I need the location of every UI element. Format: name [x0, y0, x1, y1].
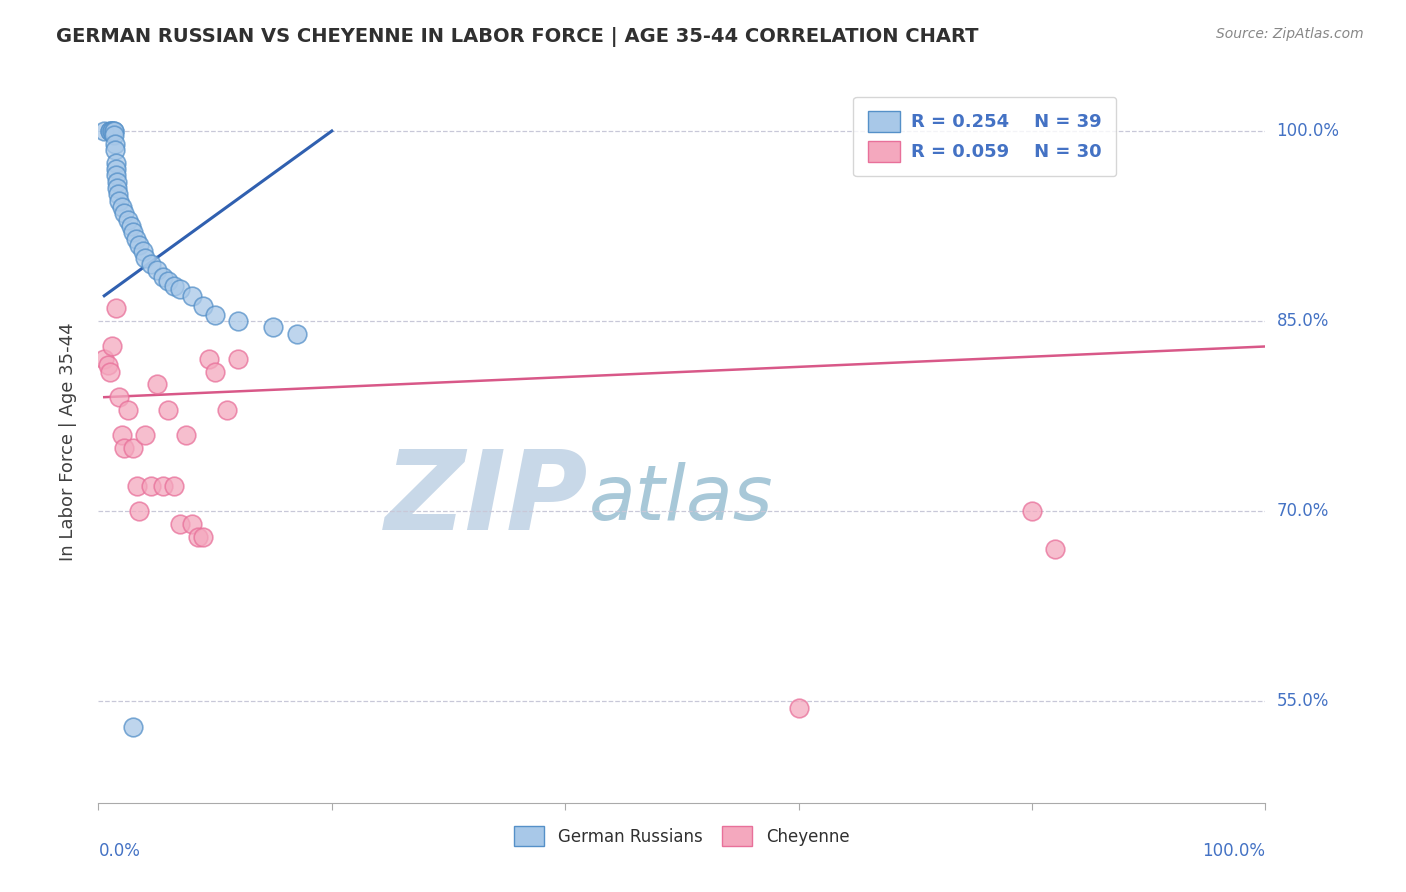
Point [146, 377, 169, 392]
Point [163, 479, 186, 493]
Point [104, 136, 127, 151]
Point [180, 289, 202, 303]
Point [103, 124, 125, 138]
Point [98, 365, 121, 379]
Point [134, 251, 156, 265]
Point [152, 479, 174, 493]
Point [104, 143, 127, 157]
Point [117, 212, 139, 227]
Text: 100.0%: 100.0% [1202, 842, 1265, 860]
Text: 100.0%: 100.0% [1277, 122, 1340, 140]
Point [111, 428, 134, 442]
Point [1021, 504, 1043, 518]
Text: GERMAN RUSSIAN VS CHEYENNE IN LABOR FORCE | AGE 35-44 CORRELATION CHART: GERMAN RUSSIAN VS CHEYENNE IN LABOR FORC… [56, 27, 979, 46]
Point [139, 257, 162, 271]
Point [108, 194, 131, 208]
Point [193, 530, 215, 544]
Point [98, 124, 121, 138]
Point [105, 175, 128, 189]
Text: atlas: atlas [589, 462, 773, 536]
Point [187, 530, 209, 544]
Point [193, 299, 215, 313]
Point [104, 161, 127, 176]
Point [1045, 542, 1067, 557]
Point [174, 428, 197, 442]
Point [169, 282, 191, 296]
Point [93, 352, 115, 367]
Text: ZIP: ZIP [385, 446, 589, 553]
Text: Source: ZipAtlas.com: Source: ZipAtlas.com [1216, 27, 1364, 41]
Point [262, 320, 284, 334]
Point [132, 244, 155, 259]
Point [198, 352, 221, 367]
Point [204, 308, 226, 322]
Point [204, 365, 226, 379]
Point [122, 441, 145, 455]
Point [125, 479, 148, 493]
Point [101, 339, 124, 353]
Point [101, 124, 124, 138]
Point [104, 155, 127, 169]
Y-axis label: In Labor Force | Age 35-44: In Labor Force | Age 35-44 [59, 322, 77, 561]
Point [215, 402, 238, 417]
Point [108, 390, 131, 404]
Point [125, 232, 148, 246]
Text: 0.0%: 0.0% [98, 842, 141, 860]
Point [103, 124, 125, 138]
Point [169, 516, 191, 531]
Point [105, 181, 128, 195]
Point [228, 352, 250, 367]
Point [104, 169, 127, 183]
Point [139, 479, 162, 493]
Point [104, 301, 127, 316]
Point [112, 206, 135, 220]
Point [112, 441, 135, 455]
Point [122, 720, 145, 734]
Text: 55.0%: 55.0% [1277, 692, 1329, 710]
Point [134, 428, 156, 442]
Legend: German Russians, Cheyenne: German Russians, Cheyenne [508, 820, 856, 852]
Text: 70.0%: 70.0% [1277, 502, 1329, 520]
Point [122, 226, 145, 240]
Text: 85.0%: 85.0% [1277, 312, 1329, 330]
Point [93, 124, 115, 138]
Point [180, 516, 202, 531]
Point [152, 269, 174, 284]
Point [111, 200, 134, 214]
Point [228, 314, 250, 328]
Point [157, 274, 180, 288]
Point [285, 326, 308, 341]
Point [163, 278, 186, 293]
Point [157, 402, 180, 417]
Point [128, 238, 150, 252]
Point [146, 263, 169, 277]
Point [787, 700, 810, 714]
Point [103, 128, 125, 142]
Point [120, 219, 142, 233]
Point [98, 124, 121, 138]
Point [97, 359, 120, 373]
Point [101, 124, 124, 138]
Point [117, 402, 139, 417]
Point [128, 504, 150, 518]
Point [107, 187, 129, 202]
